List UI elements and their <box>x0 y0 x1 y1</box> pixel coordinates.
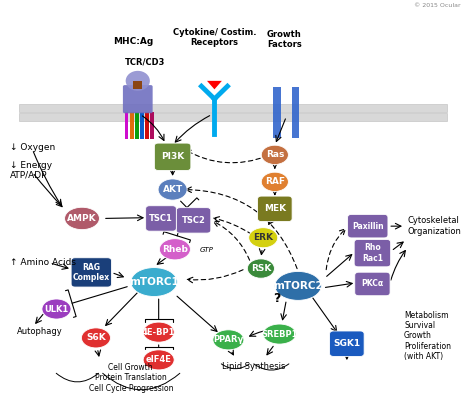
Text: mTORC2: mTORC2 <box>273 281 323 291</box>
FancyBboxPatch shape <box>19 104 447 112</box>
Text: Paxillin: Paxillin <box>352 222 383 231</box>
FancyBboxPatch shape <box>123 85 153 113</box>
Bar <box>135 113 139 139</box>
Text: Autophagy: Autophagy <box>17 327 63 336</box>
Ellipse shape <box>261 145 288 164</box>
Text: Rheb: Rheb <box>162 245 188 254</box>
Text: MHC:Ag: MHC:Ag <box>113 37 153 46</box>
FancyBboxPatch shape <box>354 239 391 267</box>
Text: RSK: RSK <box>251 264 271 273</box>
Text: GTP: GTP <box>200 247 213 254</box>
FancyBboxPatch shape <box>71 258 111 287</box>
Bar <box>150 113 154 139</box>
Ellipse shape <box>158 179 187 200</box>
Text: Metabolism
Survival
Growth
Proliferation
(with AKT): Metabolism Survival Growth Proliferation… <box>404 311 451 361</box>
Text: 4E-BP1: 4E-BP1 <box>142 327 175 337</box>
Text: MEK: MEK <box>264 204 286 213</box>
Bar <box>140 113 144 139</box>
Text: mTORC1: mTORC1 <box>129 277 179 287</box>
FancyBboxPatch shape <box>146 206 176 231</box>
Bar <box>130 113 134 139</box>
Text: PKCα: PKCα <box>361 280 383 288</box>
Ellipse shape <box>213 330 244 350</box>
Text: eIF4E: eIF4E <box>146 356 172 365</box>
Text: RAF: RAF <box>265 177 285 186</box>
Text: Cytokine/ Costim.
Receptors: Cytokine/ Costim. Receptors <box>173 28 256 47</box>
Text: ↓ Energy
ATP/ADP: ↓ Energy ATP/ADP <box>10 161 52 180</box>
Ellipse shape <box>275 271 321 300</box>
Text: Ras: Ras <box>265 150 284 159</box>
Ellipse shape <box>247 259 274 278</box>
Text: ERK: ERK <box>253 233 273 242</box>
FancyBboxPatch shape <box>19 113 447 121</box>
Bar <box>292 87 300 137</box>
Ellipse shape <box>42 299 71 319</box>
Text: ?: ? <box>273 292 281 305</box>
Text: PPARγ: PPARγ <box>213 335 244 344</box>
Text: SREBP1: SREBP1 <box>261 329 298 339</box>
Ellipse shape <box>82 328 110 348</box>
Text: Cytoskeletal
Organization: Cytoskeletal Organization <box>407 216 461 236</box>
Bar <box>145 113 149 139</box>
Bar <box>273 87 281 137</box>
Text: Rho
Rac1: Rho Rac1 <box>362 243 383 263</box>
Text: TSC2: TSC2 <box>182 216 205 225</box>
Polygon shape <box>207 81 222 89</box>
Text: AMPK: AMPK <box>67 214 97 223</box>
Bar <box>133 81 142 89</box>
FancyBboxPatch shape <box>257 196 292 222</box>
Ellipse shape <box>261 172 288 192</box>
Text: Growth
Factors: Growth Factors <box>267 30 301 49</box>
FancyBboxPatch shape <box>176 208 211 233</box>
Ellipse shape <box>64 207 100 229</box>
Ellipse shape <box>263 324 296 344</box>
Text: S6K: S6K <box>86 333 106 342</box>
Text: SGK1: SGK1 <box>333 339 360 348</box>
Text: PI3K: PI3K <box>161 152 184 161</box>
Ellipse shape <box>249 228 278 248</box>
Text: ULK1: ULK1 <box>45 305 69 314</box>
FancyBboxPatch shape <box>155 143 191 171</box>
FancyBboxPatch shape <box>329 331 364 356</box>
Text: ↑ Amino Acids: ↑ Amino Acids <box>10 258 76 267</box>
Ellipse shape <box>131 267 177 297</box>
Text: RAG
Complex: RAG Complex <box>73 263 110 282</box>
Bar <box>125 113 128 139</box>
Text: TCR/CD3: TCR/CD3 <box>125 58 165 67</box>
Circle shape <box>126 71 150 91</box>
Text: Lipid Synthesis: Lipid Synthesis <box>222 362 286 371</box>
Ellipse shape <box>159 239 191 260</box>
Ellipse shape <box>143 350 174 370</box>
Text: Cell Growth
Protein Translation
Cell Cycle Progression: Cell Growth Protein Translation Cell Cyc… <box>89 363 173 393</box>
FancyBboxPatch shape <box>347 214 388 238</box>
Text: TSC1: TSC1 <box>149 214 173 223</box>
Text: © 2015 Ocular: © 2015 Ocular <box>414 3 461 8</box>
Text: ↓ Oxygen: ↓ Oxygen <box>10 143 55 152</box>
FancyBboxPatch shape <box>355 272 390 296</box>
Text: AKT: AKT <box>163 185 183 194</box>
Ellipse shape <box>143 322 174 342</box>
